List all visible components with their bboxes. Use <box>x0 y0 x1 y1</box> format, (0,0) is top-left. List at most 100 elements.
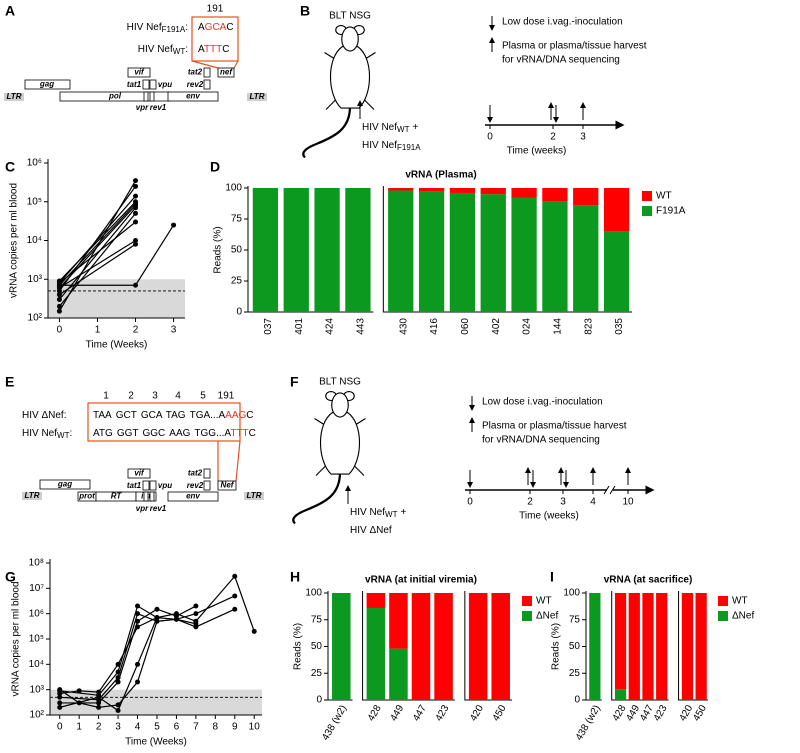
sequence-part: ...A <box>210 410 225 421</box>
sequence-part: TTT <box>230 428 248 439</box>
gene-label: gag <box>39 80 54 89</box>
gene-label: tat1 <box>127 481 142 490</box>
panel-label: G <box>5 569 16 585</box>
ltr <box>22 492 42 500</box>
gene-box <box>217 67 235 78</box>
x-tick-label: 449 <box>388 703 406 723</box>
x-tick-label: 2 <box>133 325 139 336</box>
x-tick-label: 6 <box>174 722 180 733</box>
ltr <box>244 492 264 500</box>
data-point <box>193 624 199 630</box>
bar-segment <box>603 231 630 312</box>
sequence-row-label: HIV NefF191A: <box>127 22 188 34</box>
gene-box <box>143 91 149 102</box>
bar-segment <box>642 593 654 700</box>
gene-box <box>217 480 237 491</box>
bar-segment <box>542 201 568 312</box>
gene-label: LTR <box>25 491 40 500</box>
data-point <box>154 618 160 624</box>
sequence-row-label: HIV ΔNef: <box>22 410 66 421</box>
x-tick-label: 428 <box>366 703 384 723</box>
mouse-limbs <box>314 418 366 476</box>
sequence-part: GCA <box>205 22 227 33</box>
data-point <box>135 603 141 609</box>
y-tick-label: 75 <box>231 214 243 225</box>
legend-label: WT <box>536 596 552 607</box>
data-point <box>135 624 141 630</box>
gene-label: rev2 <box>187 80 204 89</box>
data-point <box>96 704 102 710</box>
x-tick-label: 9 <box>232 722 238 733</box>
series-line <box>59 239 136 289</box>
mouse-body <box>330 45 370 109</box>
x-tick-label: 2 <box>96 722 102 733</box>
legend-swatch <box>718 596 728 606</box>
bar-segment <box>573 188 599 206</box>
sequence-row-label-part: HIV Nef <box>127 22 162 33</box>
bar-segment <box>449 192 476 312</box>
sequence-part: ...A <box>216 428 231 439</box>
data-point <box>154 615 160 621</box>
sequence-row-label: HIV NefWT: <box>22 428 72 440</box>
x-tick-label: 024 <box>522 318 533 335</box>
series-line <box>59 221 136 284</box>
sequence-part: GCT <box>116 410 137 421</box>
x-tick-label: 424 <box>325 318 336 335</box>
mouse-drawing <box>292 390 366 525</box>
bar-segment <box>511 197 537 312</box>
legend-swatch <box>642 206 652 216</box>
data-point <box>133 219 139 225</box>
sequence: ATTTC <box>198 44 230 55</box>
gene-label: LTR <box>247 491 262 500</box>
data-point <box>56 303 62 309</box>
data-point <box>133 238 139 243</box>
x-tick-label: 423 <box>652 703 670 723</box>
gene-label: vpu <box>158 481 172 490</box>
bar-segment <box>614 593 627 690</box>
sequence-part: C <box>246 410 253 421</box>
gene-label: rev1 <box>150 103 167 112</box>
bar-segment <box>603 188 630 232</box>
gene-box <box>127 468 151 479</box>
data-point <box>135 611 141 617</box>
bar-segment <box>695 593 707 700</box>
sequence-part: A <box>198 22 205 33</box>
codon-position: 5 <box>200 391 206 402</box>
bar-segment <box>418 188 445 192</box>
data-point <box>96 689 102 695</box>
timeline-tick-label: 4 <box>590 497 596 508</box>
legend-label: WT <box>732 596 748 607</box>
y-tick-label: 10⁵ <box>29 634 44 645</box>
sequence-row-label-part: HIV Nef <box>22 428 57 439</box>
y-tick-label: 100 <box>225 183 242 194</box>
x-tick-label: 416 <box>429 318 440 335</box>
mouse-head <box>331 392 349 418</box>
bar-segment <box>332 593 351 700</box>
sequence-row-label-part: : <box>185 22 188 33</box>
gene-label: rev2 <box>187 481 204 490</box>
data-point <box>251 628 257 634</box>
bar-segment <box>614 689 627 700</box>
data-point <box>96 700 102 706</box>
mouse-label: BLT NSG <box>319 377 361 388</box>
data-point <box>56 308 62 314</box>
y-axis-label: Reads (%) <box>293 623 304 670</box>
bar-segment <box>491 593 510 700</box>
bar-segment <box>681 593 694 700</box>
bar-segment <box>366 593 386 608</box>
bar-segment <box>511 188 537 198</box>
y-tick-label: 10² <box>28 313 43 324</box>
data-point <box>133 282 139 288</box>
gene-box <box>203 468 211 479</box>
virus-label-part: + <box>400 507 406 518</box>
sequence-part: C <box>222 44 229 55</box>
x-tick-label: 035 <box>614 318 625 335</box>
virus-label-part: WT <box>397 125 410 134</box>
series-line <box>59 224 175 286</box>
series-line <box>59 243 136 296</box>
y-tick-label: 10⁴ <box>27 235 42 246</box>
x-tick-label: 430 <box>398 318 409 335</box>
x-tick-label: 3 <box>171 325 177 336</box>
x-tick-label: 0 <box>57 325 63 336</box>
codon-position: 2 <box>128 391 134 402</box>
